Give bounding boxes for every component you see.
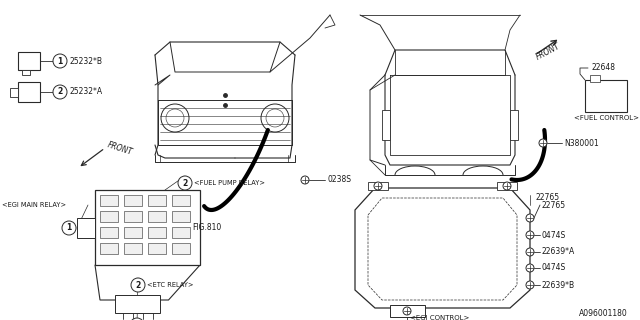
Text: 1: 1 — [58, 57, 63, 66]
Polygon shape — [355, 188, 530, 308]
Circle shape — [526, 281, 534, 289]
Text: 22639*A: 22639*A — [542, 247, 575, 257]
Bar — [100, 243, 118, 254]
Text: 22648: 22648 — [592, 63, 616, 73]
Bar — [124, 227, 142, 238]
Circle shape — [53, 85, 67, 99]
Bar — [172, 195, 190, 206]
Text: 25232*B: 25232*B — [69, 57, 102, 66]
Bar — [124, 195, 142, 206]
Text: <EGI CONTROL>: <EGI CONTROL> — [410, 315, 470, 320]
Bar — [148, 211, 166, 222]
Text: <EGI MAIN RELAY>: <EGI MAIN RELAY> — [2, 202, 66, 208]
Text: 2: 2 — [182, 179, 188, 188]
Text: 22639*B: 22639*B — [542, 281, 575, 290]
Bar — [124, 243, 142, 254]
Text: 0474S: 0474S — [542, 230, 566, 239]
Bar — [22, 70, 30, 75]
Circle shape — [526, 214, 534, 222]
Circle shape — [526, 248, 534, 256]
Circle shape — [301, 176, 309, 184]
Bar — [497, 182, 517, 190]
Bar — [368, 182, 388, 190]
Polygon shape — [95, 265, 200, 300]
Circle shape — [131, 278, 145, 292]
Circle shape — [53, 54, 67, 68]
Bar — [100, 195, 118, 206]
Bar — [382, 110, 390, 140]
Bar — [18, 52, 40, 70]
Bar — [124, 211, 142, 222]
Circle shape — [539, 139, 547, 147]
Text: FRONT: FRONT — [107, 141, 134, 157]
Bar — [10, 88, 18, 97]
Text: 0474S: 0474S — [542, 263, 566, 273]
Circle shape — [403, 307, 411, 315]
Bar — [172, 243, 190, 254]
Bar — [100, 211, 118, 222]
Text: 0238S: 0238S — [327, 175, 351, 185]
Text: 2: 2 — [136, 281, 141, 290]
Circle shape — [526, 231, 534, 239]
Text: N380001: N380001 — [564, 139, 599, 148]
Bar — [148, 227, 166, 238]
Circle shape — [503, 182, 511, 190]
Bar — [510, 110, 518, 140]
Text: <FUEL PUMP RELAY>: <FUEL PUMP RELAY> — [194, 180, 265, 186]
Bar — [95, 190, 200, 265]
Text: <FUEL CONTROL>: <FUEL CONTROL> — [573, 115, 639, 121]
Bar — [172, 211, 190, 222]
Bar — [172, 227, 190, 238]
Bar — [148, 243, 166, 254]
Bar — [115, 295, 160, 313]
Text: FIG.810: FIG.810 — [192, 223, 221, 233]
Text: 25232*A: 25232*A — [69, 87, 102, 97]
Text: 22765: 22765 — [535, 194, 559, 203]
Text: <ETC RELAY>: <ETC RELAY> — [147, 282, 193, 288]
Bar — [585, 80, 627, 112]
Text: FRONT: FRONT — [535, 42, 562, 62]
Bar — [77, 218, 95, 238]
Text: 2: 2 — [58, 87, 63, 97]
Circle shape — [62, 221, 76, 235]
Bar — [100, 227, 118, 238]
Text: 22765: 22765 — [542, 201, 566, 210]
Text: 1: 1 — [67, 223, 72, 233]
Text: A096001180: A096001180 — [579, 308, 628, 317]
Bar — [590, 75, 600, 82]
Circle shape — [374, 182, 382, 190]
Bar — [390, 305, 425, 317]
Bar — [18, 82, 40, 102]
Circle shape — [526, 264, 534, 272]
Circle shape — [178, 176, 192, 190]
Circle shape — [130, 318, 144, 320]
Bar — [148, 195, 166, 206]
